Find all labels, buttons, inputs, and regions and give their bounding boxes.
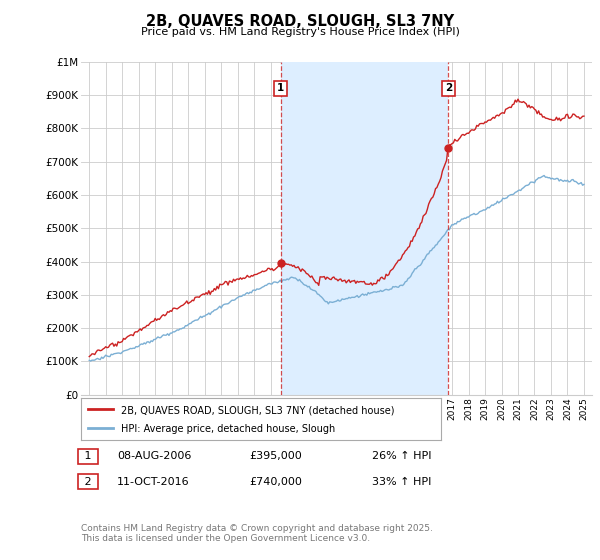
Text: 2: 2 — [445, 83, 452, 94]
Text: Price paid vs. HM Land Registry's House Price Index (HPI): Price paid vs. HM Land Registry's House … — [140, 27, 460, 37]
Text: HPI: Average price, detached house, Slough: HPI: Average price, detached house, Slou… — [121, 424, 335, 433]
Text: 1: 1 — [277, 83, 284, 94]
Text: 2B, QUAVES ROAD, SLOUGH, SL3 7NY (detached house): 2B, QUAVES ROAD, SLOUGH, SL3 7NY (detach… — [121, 405, 394, 415]
Text: 2: 2 — [81, 477, 95, 487]
Text: 33% ↑ HPI: 33% ↑ HPI — [372, 477, 431, 487]
Text: 2B, QUAVES ROAD, SLOUGH, SL3 7NY: 2B, QUAVES ROAD, SLOUGH, SL3 7NY — [146, 14, 454, 29]
Text: 26% ↑ HPI: 26% ↑ HPI — [372, 451, 431, 461]
Text: 08-AUG-2006: 08-AUG-2006 — [117, 451, 191, 461]
Text: 11-OCT-2016: 11-OCT-2016 — [117, 477, 190, 487]
Text: 1: 1 — [81, 451, 95, 461]
Text: £395,000: £395,000 — [249, 451, 302, 461]
Text: Contains HM Land Registry data © Crown copyright and database right 2025.
This d: Contains HM Land Registry data © Crown c… — [81, 524, 433, 543]
Text: £740,000: £740,000 — [249, 477, 302, 487]
Bar — [281, 62, 448, 395]
